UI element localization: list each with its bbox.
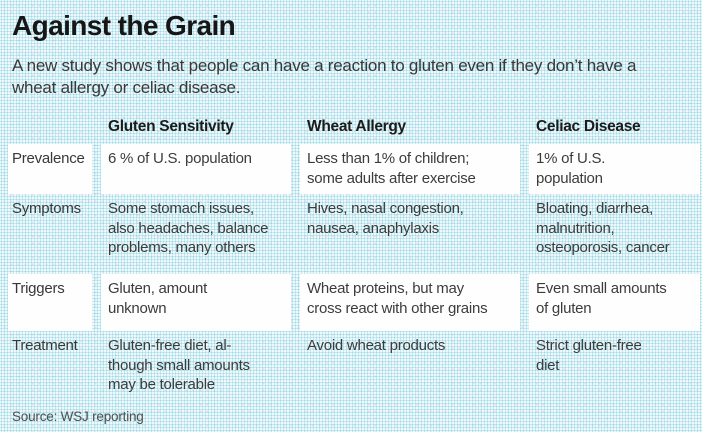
row-label-triggers: Triggers bbox=[8, 274, 92, 331]
cell-prevalence-wheat-allergy: Less than 1% of children; some adults af… bbox=[300, 144, 520, 194]
cell-symptoms-wheat-allergy: Hives, nasal congestion, nausea, anaphyl… bbox=[307, 200, 464, 237]
cell-treatment-gluten-sensitivity: Gluten-free diet, al- though small amoun… bbox=[108, 337, 250, 393]
cell-triggers-gluten-sensitivity: Gluten, amount unknown bbox=[101, 274, 291, 331]
column-header-celiac-disease: Celiac Disease bbox=[536, 118, 641, 135]
column-header-wheat-allergy: Wheat Allergy bbox=[307, 118, 406, 135]
row-label-treatment: Treatment bbox=[12, 337, 78, 354]
row-label-prevalence: Prevalence bbox=[8, 144, 92, 194]
row-label-symptoms: Symptoms bbox=[12, 200, 81, 217]
table-row-symptoms: Symptoms Some stomach issues, also heada… bbox=[8, 194, 702, 274]
comparison-table: Gluten Sensitivity Wheat Allergy Celiac … bbox=[8, 114, 702, 403]
cell-treatment-wheat-allergy: Avoid wheat products bbox=[307, 337, 446, 354]
cell-triggers-wheat-allergy: Wheat proteins, but may cross react with… bbox=[300, 274, 520, 331]
cell-prevalence-gluten-sensitivity: 6 % of U.S. population bbox=[101, 144, 291, 194]
header-block: Against the Grain A new study shows that… bbox=[0, 10, 702, 99]
cell-prevalence-celiac-disease: 1% of U.S. population bbox=[529, 144, 700, 194]
table-row-prevalence: Prevalence 6 % of U.S. population Less t… bbox=[8, 144, 702, 194]
source-credit: Source: WSJ reporting bbox=[12, 409, 144, 424]
column-header-gluten-sensitivity: Gluten Sensitivity bbox=[108, 118, 234, 135]
column-header-blank bbox=[8, 114, 92, 139]
page-title: Against the Grain bbox=[12, 10, 236, 41]
table-row-treatment: Treatment Gluten-free diet, al- though s… bbox=[8, 331, 702, 403]
table-row-triggers: Triggers Gluten, amount unknown Wheat pr… bbox=[8, 274, 702, 331]
cell-treatment-celiac-disease: Strict gluten-free diet bbox=[536, 337, 642, 374]
cell-symptoms-celiac-disease: Bloating, diarrhea, malnutrition, osteop… bbox=[536, 200, 670, 256]
cell-triggers-celiac-disease: Even small amounts of gluten bbox=[529, 274, 700, 331]
table-header-row: Gluten Sensitivity Wheat Allergy Celiac … bbox=[8, 114, 702, 139]
cell-symptoms-gluten-sensitivity: Some stomach issues, also headaches, bal… bbox=[108, 200, 269, 256]
page-subtitle: A new study shows that people can have a… bbox=[12, 56, 637, 97]
